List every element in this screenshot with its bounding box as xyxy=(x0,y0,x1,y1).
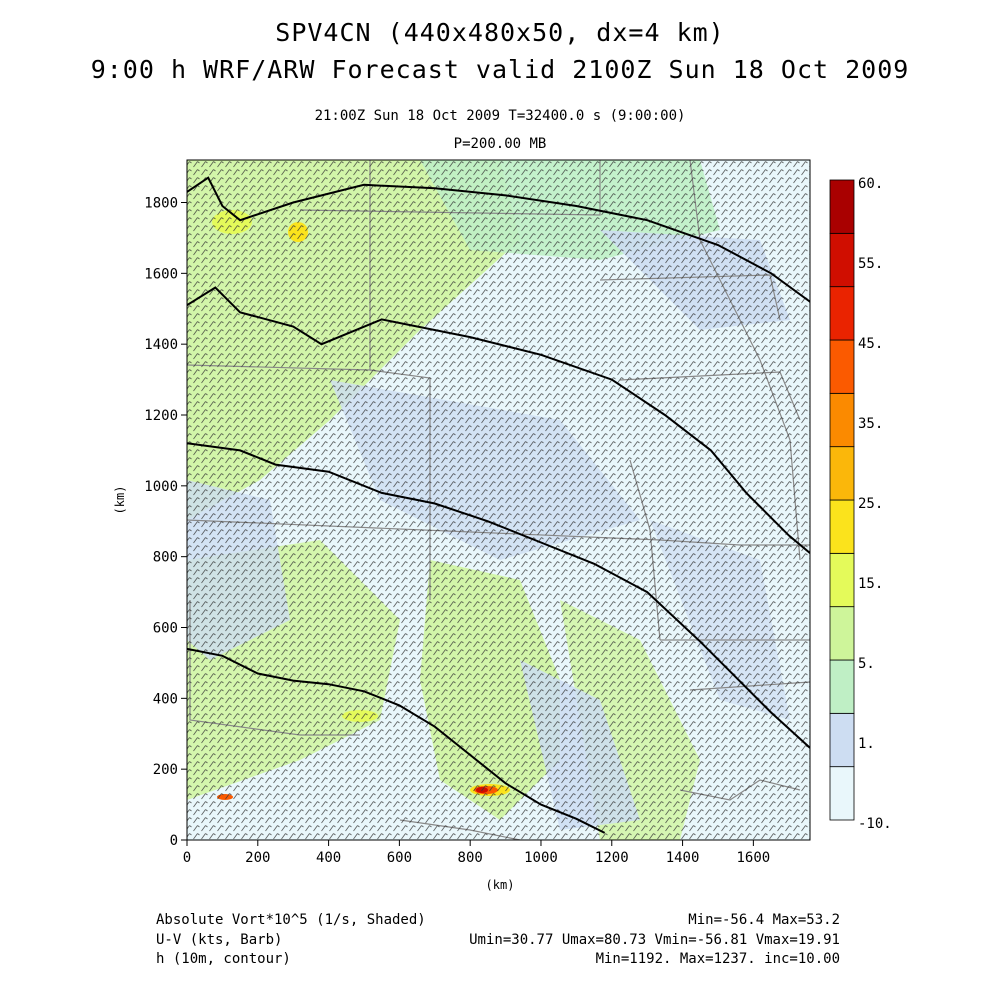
x-tick-label: 1000 xyxy=(524,850,558,866)
y-tick-label: 1600 xyxy=(144,266,178,282)
x-axis-label: (km) xyxy=(486,878,515,892)
colorbar-label: -10. xyxy=(858,816,892,832)
x-tick-label: 800 xyxy=(458,850,483,866)
colorbar-label: 35. xyxy=(858,416,883,432)
x-axis: 0 200 400 600 800 1000 1200 1400 1600 xyxy=(183,840,770,866)
y-tick-label: 1400 xyxy=(144,337,178,353)
height-contours xyxy=(187,176,810,834)
footer-field-wind: U-V (kts, Barb) xyxy=(156,932,283,948)
colorbar-label: 55. xyxy=(858,256,883,272)
chart-svg: 0 200 400 600 800 1000 1200 1400 1600 0 200 400 600… xyxy=(113,159,892,892)
x-tick-label: 200 xyxy=(245,850,270,866)
contour-line-north xyxy=(187,176,810,303)
plot-area xyxy=(187,160,810,840)
x-tick-label: 1600 xyxy=(737,850,771,866)
colorbar: 60. 55. 45. 35. 25. 15. 5. 1. -10. xyxy=(829,176,892,832)
y-tick-label: 0 xyxy=(170,833,178,849)
colorbar-swatch xyxy=(829,446,855,501)
chart-title-line1: SPV4CN (440x480x50, dx=4 km) xyxy=(275,18,725,47)
colorbar-swatch xyxy=(829,392,855,448)
plot-frame xyxy=(186,159,811,841)
x-tick-label: 1200 xyxy=(595,850,629,866)
colorbar-swatch xyxy=(829,606,855,661)
x-tick-label: 400 xyxy=(316,850,341,866)
footer-vorticity-stats: Min=-56.4 Max=53.2 xyxy=(688,912,840,928)
y-axis-label: (km) xyxy=(113,486,127,515)
y-tick-label: 600 xyxy=(153,621,178,637)
colorbar-swatch xyxy=(829,659,855,714)
x-tick-label: 600 xyxy=(387,850,412,866)
colorbar-label: 25. xyxy=(858,496,883,512)
footer-field-vorticity: Absolute Vort*10^5 (1/s, Shaded) xyxy=(156,912,426,928)
y-axis: 0 200 400 600 800 1000 1200 1400 1600 1800 xyxy=(144,196,187,849)
colorbar-swatch xyxy=(829,499,855,554)
chart-subtitle-time: 21:00Z Sun 18 Oct 2009 T=32400.0 s (9:00… xyxy=(314,108,686,124)
colorbar-label: 15. xyxy=(858,576,883,592)
colorbar-swatch xyxy=(829,179,855,234)
chart-title-line2: 9:00 h WRF/ARW Forecast valid 2100Z Sun … xyxy=(90,55,910,84)
colorbar-swatch xyxy=(829,712,855,768)
footer-height-stats: Min=1192. Max=1237. inc=10.00 xyxy=(595,951,840,967)
y-tick-label: 200 xyxy=(153,762,178,778)
colorbar-label: 5. xyxy=(858,656,875,672)
y-tick-label: 1800 xyxy=(144,196,178,212)
contour-line-south xyxy=(187,647,606,834)
y-tick-label: 1200 xyxy=(144,408,178,424)
footer-field-height: h (10m, contour) xyxy=(156,951,291,967)
colorbar-swatch xyxy=(829,286,855,341)
x-tick-label: 1400 xyxy=(666,850,700,866)
y-tick-label: 1000 xyxy=(144,479,178,495)
colorbar-swatch xyxy=(829,766,855,821)
colorbar-swatch xyxy=(829,232,855,288)
x-tick-label: 0 xyxy=(183,850,191,866)
contour-line-upper-mid xyxy=(187,286,810,554)
wind-barbs xyxy=(187,160,810,840)
colorbar-swatch xyxy=(829,552,855,608)
colorbar-swatch xyxy=(829,339,855,394)
y-tick-label: 400 xyxy=(153,691,178,707)
colorbar-label: 45. xyxy=(858,336,883,352)
chart-subtitle-level: P=200.00 MB xyxy=(453,136,547,152)
y-tick-label: 800 xyxy=(153,550,178,566)
colorbar-label: 1. xyxy=(858,736,875,752)
contour-line-mid xyxy=(187,442,810,749)
footer-wind-stats: Umin=30.77 Umax=80.73 Vmin=-56.81 Vmax=1… xyxy=(469,932,840,948)
colorbar-label: 60. xyxy=(858,176,883,192)
